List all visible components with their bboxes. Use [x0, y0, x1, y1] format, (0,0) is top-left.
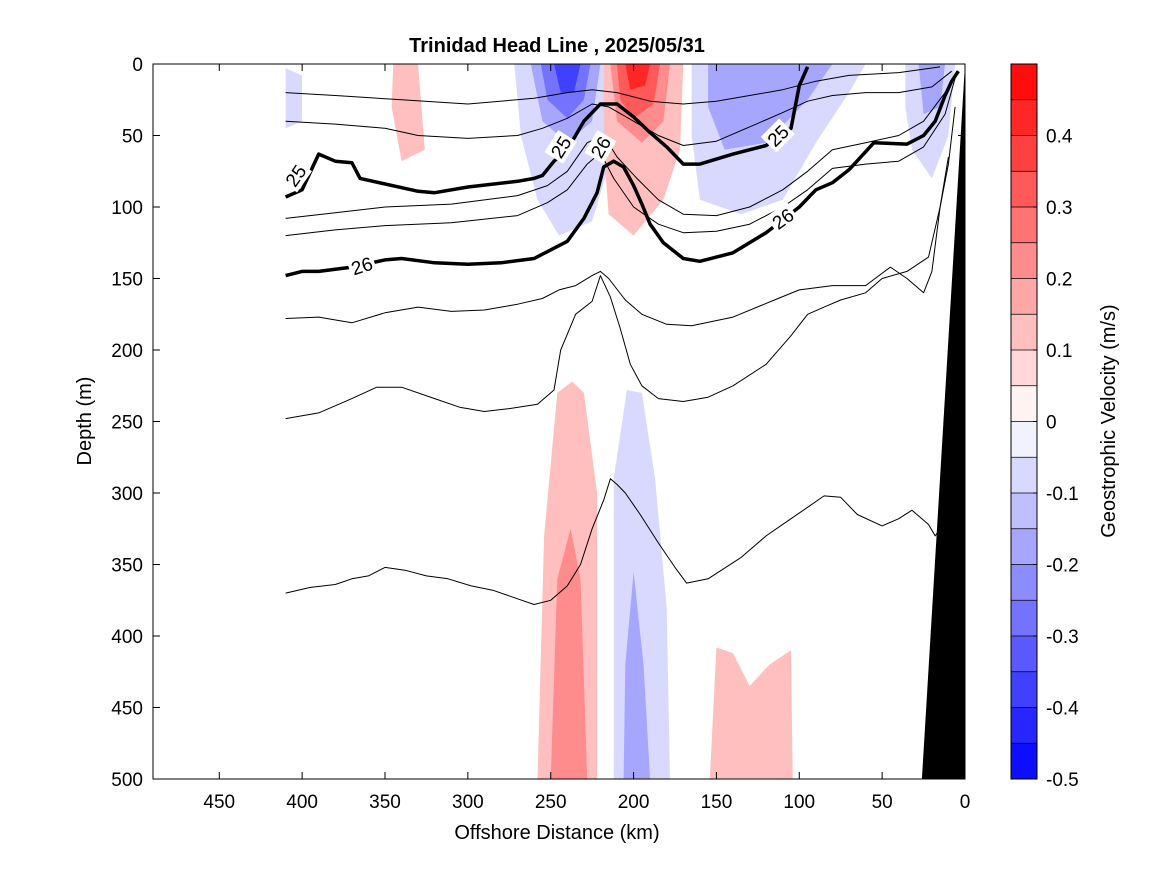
- x-tick-label: 400: [286, 792, 318, 813]
- colorbar-tick-label: 0.3: [1046, 198, 1072, 219]
- colorbar-tick-label: 0.2: [1046, 270, 1072, 291]
- colorbar-band: [1011, 171, 1037, 207]
- colorbar-tick-label: 0.4: [1046, 127, 1073, 148]
- colorbar-band: [1011, 135, 1037, 172]
- x-tick-label: 250: [535, 792, 567, 813]
- velocity-patch: [554, 64, 581, 93]
- contour-label-bg: [279, 158, 312, 193]
- x-tick-label: 100: [783, 792, 815, 813]
- bathymetry: [921, 64, 965, 779]
- colorbar-band: [1011, 421, 1037, 458]
- y-tick-label: 50: [122, 127, 143, 148]
- x-tick-label: 50: [872, 792, 893, 813]
- x-tick-label: 200: [618, 792, 650, 813]
- y-tick-label: 100: [111, 198, 143, 219]
- colorbar-band: [1011, 528, 1037, 565]
- colorbar-title: Geostrophic Velocity (m/s): [1098, 304, 1120, 537]
- colorbar-band: [1011, 99, 1037, 136]
- isopycnal: [285, 66, 941, 105]
- velocity-patch: [550, 528, 588, 779]
- isopycnal: [285, 478, 946, 605]
- contour-label-bg: [584, 130, 617, 164]
- colorbar-band: [1011, 743, 1037, 779]
- colorbar-band: [1011, 64, 1037, 100]
- contour-label-bg: [544, 130, 577, 164]
- x-tick-label: 300: [452, 792, 484, 813]
- x-tick-label: 350: [369, 792, 401, 813]
- colorbar-band: [1011, 564, 1037, 601]
- y-axis-title: Depth (m): [74, 377, 96, 466]
- colorbar-tick-label: -0.1: [1046, 484, 1079, 505]
- velocity-patch: [623, 571, 651, 779]
- colorbar-tick-label: -0.4: [1046, 699, 1079, 720]
- colorbar-tick-label: 0: [1046, 413, 1057, 434]
- colorbar-band: [1011, 278, 1037, 315]
- colorbar-band: [1011, 385, 1037, 422]
- y-tick-label: 0: [132, 55, 143, 76]
- colorbar-tick-label: -0.2: [1046, 556, 1079, 577]
- velocity-patch: [285, 68, 303, 129]
- colorbar-band: [1011, 314, 1037, 350]
- isopycnal-thick: [285, 70, 960, 278]
- colorbar-band: [1011, 457, 1037, 493]
- contour-label-bg: [765, 201, 800, 235]
- chart-title: Trinidad Head Line , 2025/05/31: [409, 35, 705, 57]
- y-tick-label: 350: [111, 556, 143, 577]
- velocity-patch: [708, 64, 833, 150]
- y-tick-label: 300: [111, 484, 143, 505]
- velocity-patch: [709, 647, 793, 779]
- x-tick-label: 150: [701, 792, 733, 813]
- x-tick-label: 450: [203, 792, 235, 813]
- velocity-patch: [625, 64, 651, 90]
- colorbar-band: [1011, 493, 1037, 529]
- colorbar-band: [1011, 600, 1037, 636]
- isopycnal: [285, 156, 949, 420]
- colorbar-band: [1011, 707, 1037, 744]
- velocity-patch: [617, 64, 661, 119]
- velocity-patch: [391, 64, 425, 162]
- colorbar-band: [1011, 636, 1037, 672]
- y-tick-label: 250: [111, 413, 143, 434]
- colorbar-tick-label: 0.1: [1046, 341, 1072, 362]
- isopycnal: [285, 70, 958, 219]
- colorbar-band: [1011, 671, 1037, 708]
- contour-label-bg: [760, 118, 795, 153]
- isopycnal: [285, 106, 956, 327]
- colorbar: 0.4 0.3 0.2 0.1 0 -0.1 -0.2 -0.3 -0.4 -0.5: [1010, 63, 1079, 791]
- y-tick-label: 400: [111, 627, 143, 648]
- y-tick-label: 150: [111, 270, 143, 291]
- contour-label-bg: [346, 251, 378, 281]
- x-tick-label: 0: [960, 792, 971, 813]
- colorbar-band: [1011, 350, 1037, 386]
- axes: 450 400 350 300 250 200 150 100 50 00501001502002…: [111, 55, 970, 813]
- y-tick-label: 500: [111, 770, 143, 791]
- y-tick-label: 450: [111, 699, 143, 720]
- colorbar-tick-label: -0.3: [1046, 627, 1079, 648]
- isopycnal: [285, 78, 956, 237]
- y-tick-label: 200: [111, 341, 143, 362]
- colorbar-band: [1011, 242, 1037, 279]
- colorbar-band: [1011, 207, 1037, 243]
- colorbar-tick-label: -0.5: [1046, 770, 1079, 791]
- x-axis-title: Offshore Distance (km): [454, 822, 659, 844]
